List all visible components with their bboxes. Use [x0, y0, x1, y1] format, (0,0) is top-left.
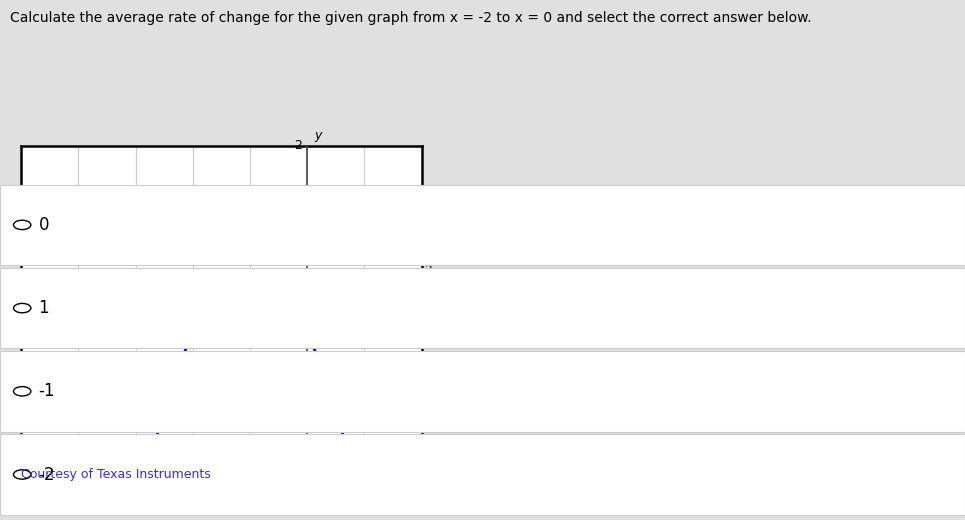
Text: y: y [315, 129, 321, 142]
Text: Calculate the average rate of change for the given graph from x = -2 to x = 0 an: Calculate the average rate of change for… [10, 11, 812, 25]
Text: 0: 0 [39, 216, 49, 234]
Text: (0, −1): (0, −1) [315, 291, 377, 309]
Text: 2: 2 [293, 139, 301, 152]
Text: 1: 1 [293, 201, 301, 214]
Text: -3: -3 [290, 451, 301, 464]
Text: Courtesy of Texas Instruments: Courtesy of Texas Instruments [21, 468, 211, 481]
Text: -1: -1 [39, 382, 55, 400]
Text: 1: 1 [39, 299, 49, 317]
Text: -2: -2 [39, 465, 55, 484]
Text: -5: -5 [9, 254, 21, 267]
Text: 1: 1 [361, 254, 369, 267]
Text: 2: 2 [425, 264, 432, 277]
Text: (−2, −1): (−2, −1) [84, 291, 163, 309]
